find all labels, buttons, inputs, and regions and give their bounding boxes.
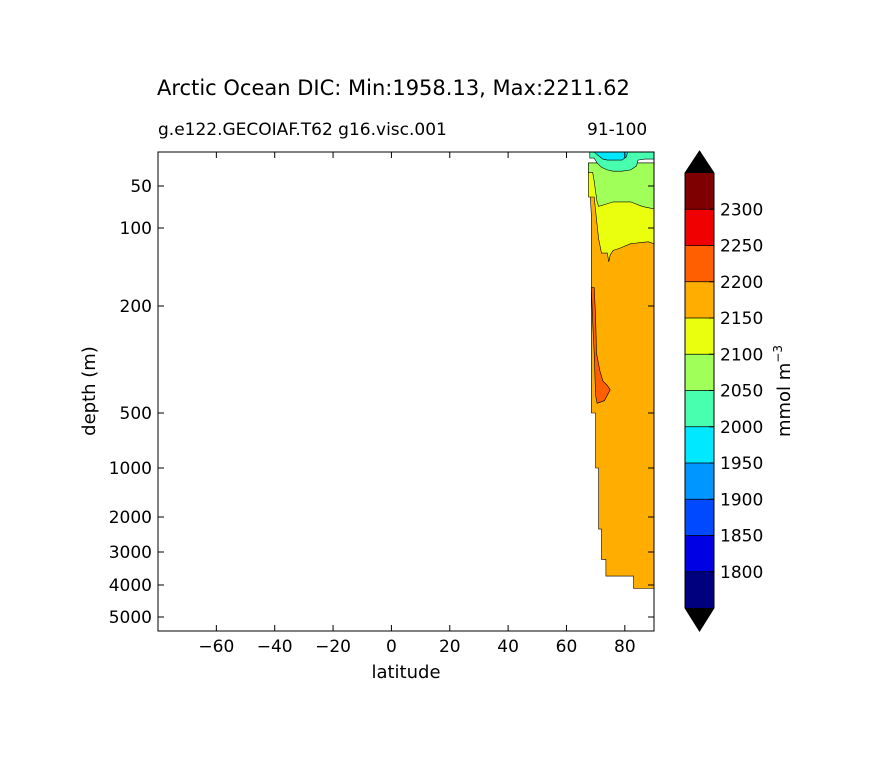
y-tick-label: 1000 [109,459,152,479]
plot-frame [157,151,655,632]
y-tick-label: 50 [130,177,152,197]
colorbar-tick-label: 2200 [720,273,763,293]
colorbar-segment [685,499,714,536]
colorbar-segment [685,318,714,355]
x-tick-label: −40 [257,637,293,657]
colorbar-tick-label: 2000 [720,418,763,438]
colorbar-tick-label: 2300 [720,200,763,220]
contour-regions [588,152,654,589]
x-axis: −60 −40 −20 0 20 40 60 80 [198,152,636,657]
chart-title: Arctic Ocean DIC: Min:1958.13, Max:2211.… [157,76,630,100]
colorbar-segment [685,173,714,210]
chart-subtitle-years: 91-100 [587,120,648,140]
x-tick-label: 20 [439,637,461,657]
y-tick-label: 5000 [109,608,152,628]
colorbar-segment [685,281,714,318]
x-tick-label: 60 [556,637,578,657]
colorbar-tick-label: 2250 [720,237,763,257]
x-axis-label: latitude [371,662,440,683]
y-axis: 50 100 200 500 1000 2000 3000 4000 5000 [109,177,654,628]
y-tick-label: 4000 [109,576,152,596]
y-tick-label: 2000 [109,508,152,528]
colorbar-label-unit: mmol m [774,363,795,437]
x-tick-label: 0 [386,637,397,657]
x-tick-label: −20 [315,637,351,657]
colorbar-segment [685,354,714,391]
y-tick-label: 200 [120,297,152,317]
chart-subtitle-case: g.e122.GECOIAF.T62 g16.visc.001 [158,120,447,140]
colorbar-segment [685,390,714,427]
colorbar-segment [685,463,714,500]
colorbar-segment [685,209,714,246]
colorbar-segment [685,245,714,282]
x-tick-label: −60 [198,637,234,657]
colorbar-outline [684,150,715,632]
colorbar-label: mmol m−3 [771,345,795,437]
colorbar-segment [685,426,714,463]
colorbar-extend-min [685,608,714,631]
contour-orange-2150-2200 [588,162,654,589]
colorbar-tick-label: 2100 [720,345,763,365]
colorbar-segment [685,571,714,608]
colorbar-label-exponent: −3 [771,345,785,363]
x-tick-label: 40 [497,637,519,657]
colorbar-tick-label: 1850 [720,527,763,547]
contour-green-2050-2100 [588,162,654,210]
colorbar: 1800 1850 1900 1950 2000 2050 2100 2150 2200 2250… [684,150,763,632]
x-tick-label: 80 [614,637,636,657]
colorbar-tick-label: 2150 [720,309,763,329]
y-tick-label: 3000 [109,543,152,563]
colorbar-extend-max [685,151,714,173]
y-tick-label: 500 [120,404,152,424]
colorbar-tick-label: 1800 [720,563,763,583]
contour-cyan-1950-2000 [593,152,629,161]
y-tick-label: 100 [120,219,152,239]
colorbar-tick-label: 2050 [720,382,763,402]
contour-red-orange-2200-2250 [590,287,611,404]
y-axis-label: depth (m) [79,346,100,436]
colorbar-tick-label: 1950 [720,454,763,474]
colorbar-tick-label: 1900 [720,490,763,510]
colorbar-segment [685,535,714,572]
